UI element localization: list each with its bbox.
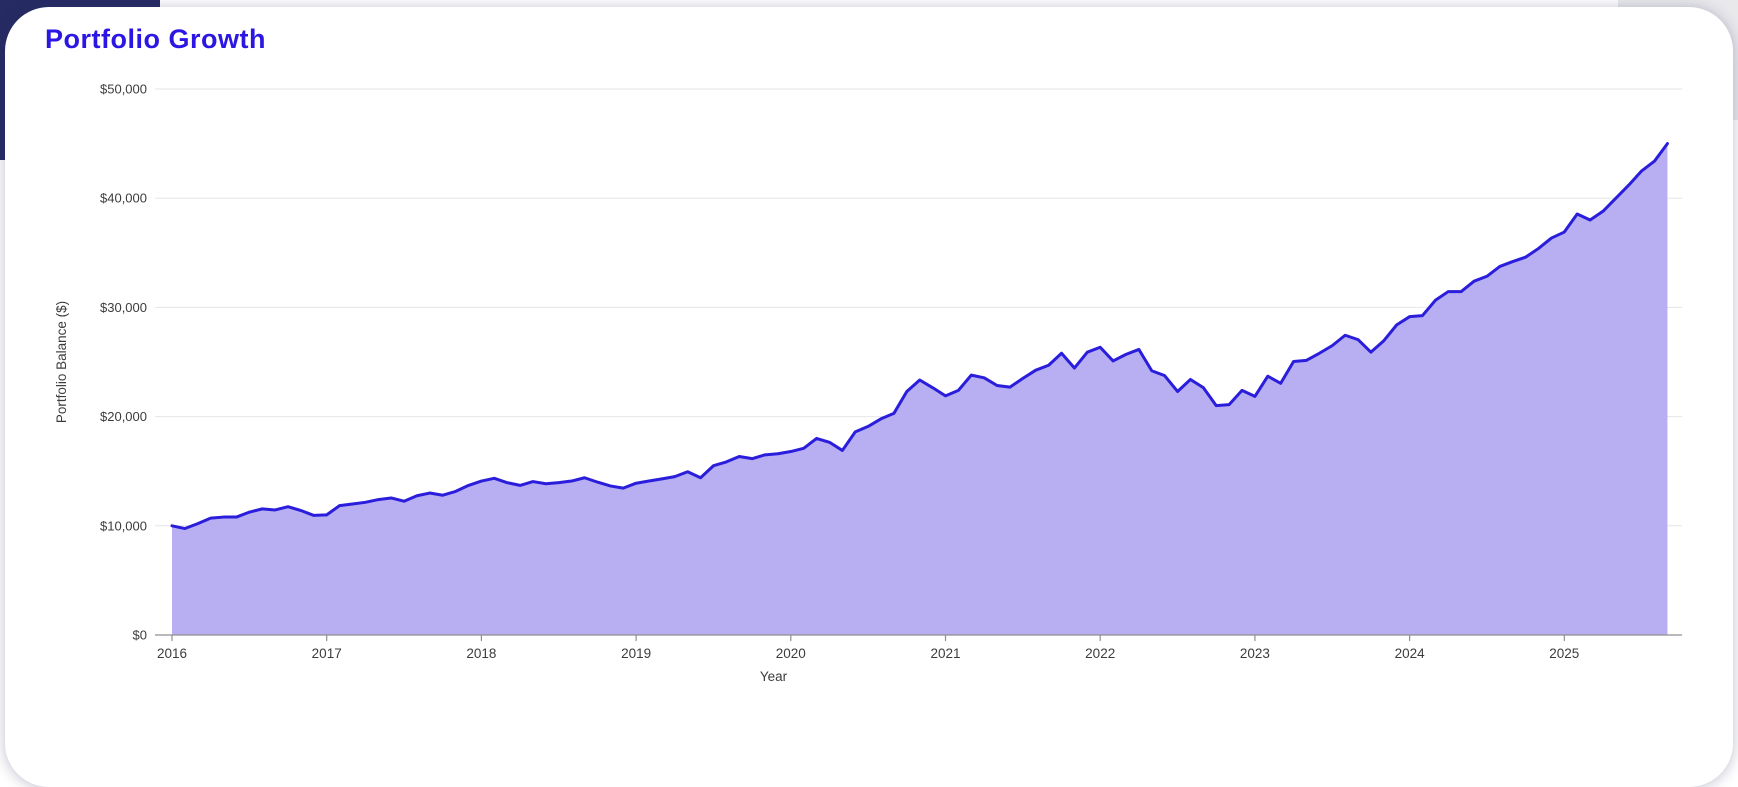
- y-tick-label: $30,000: [100, 300, 147, 315]
- y-tick-label: $0: [133, 628, 147, 643]
- x-tick-label: 2025: [1549, 646, 1579, 661]
- y-tick-label: $10,000: [100, 518, 147, 533]
- x-tick-label: 2016: [157, 646, 187, 661]
- x-tick-label: 2023: [1240, 646, 1270, 661]
- y-axis-title: Portfolio Balance ($): [54, 301, 69, 423]
- portfolio-growth-card: Portfolio Growth $0 $10,000 $20,000 $30,000…: [5, 7, 1733, 787]
- series-line: [170, 142, 1669, 531]
- x-tick-label: 2018: [466, 646, 496, 661]
- x-tick-label: 2017: [312, 646, 342, 661]
- x-tick-label: 2024: [1395, 646, 1426, 661]
- x-axis-title: Year: [760, 669, 788, 684]
- y-tick-label: $20,000: [100, 409, 147, 424]
- y-tick-label: $50,000: [100, 82, 147, 97]
- x-tick-label: 2019: [621, 646, 651, 661]
- y-tick-label: $40,000: [100, 191, 147, 206]
- x-tick-label: 2021: [930, 646, 960, 661]
- x-tick-label: 2022: [1085, 646, 1115, 661]
- chart-svg: $0 $10,000 $20,000 $30,000 $40,000 $50,000 201…: [54, 82, 1682, 684]
- x-tick-label: 2020: [776, 646, 806, 661]
- series-area: [172, 143, 1668, 635]
- chart-title: Portfolio Growth: [45, 24, 266, 54]
- portfolio-growth-chart[interactable]: $0 $10,000 $20,000 $30,000 $40,000 $50,000 201…: [5, 7, 1733, 787]
